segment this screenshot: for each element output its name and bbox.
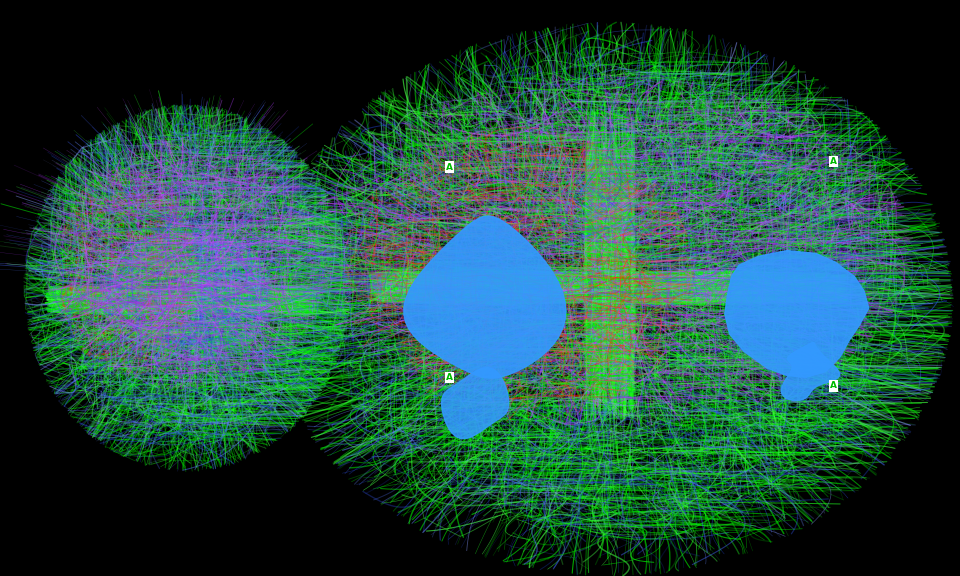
Text: A: A — [445, 162, 453, 172]
Polygon shape — [781, 343, 840, 400]
Polygon shape — [725, 251, 869, 377]
Text: A: A — [829, 381, 837, 391]
Polygon shape — [404, 216, 566, 378]
Text: A: A — [829, 157, 837, 166]
Text: A: A — [445, 373, 453, 382]
Polygon shape — [442, 367, 509, 439]
